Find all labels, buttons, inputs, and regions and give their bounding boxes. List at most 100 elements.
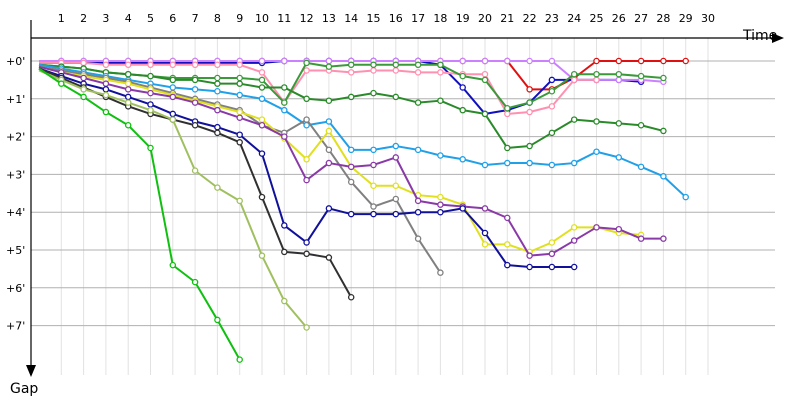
data-point bbox=[325, 159, 333, 167]
data-point bbox=[347, 163, 355, 171]
data-point bbox=[504, 57, 511, 65]
data-point bbox=[147, 106, 154, 114]
data-point bbox=[548, 161, 556, 169]
series-15 bbox=[38, 67, 243, 363]
data-point bbox=[526, 142, 533, 150]
series-line bbox=[38, 65, 642, 253]
data-point bbox=[102, 61, 110, 69]
grid bbox=[31, 38, 775, 375]
series-lines bbox=[38, 57, 689, 363]
data-point bbox=[504, 144, 511, 152]
data-point bbox=[281, 222, 288, 229]
data-point bbox=[325, 57, 333, 65]
data-point bbox=[347, 210, 355, 218]
data-point bbox=[481, 229, 489, 237]
data-point bbox=[214, 106, 221, 114]
data-point bbox=[481, 241, 489, 248]
data-point bbox=[370, 67, 377, 74]
data-point bbox=[437, 201, 444, 208]
data-point bbox=[615, 154, 623, 161]
x-tick-label: 14 bbox=[344, 12, 358, 25]
data-point bbox=[570, 116, 578, 123]
data-point bbox=[258, 84, 266, 91]
data-point bbox=[124, 80, 132, 87]
data-point bbox=[593, 70, 600, 78]
data-point bbox=[258, 95, 266, 103]
data-point bbox=[392, 61, 400, 69]
data-point bbox=[258, 150, 266, 157]
x-tick-label: 12 bbox=[300, 12, 314, 25]
data-point bbox=[191, 99, 199, 106]
data-point bbox=[347, 93, 355, 101]
data-point bbox=[392, 67, 400, 74]
data-point bbox=[570, 224, 578, 231]
data-point bbox=[660, 127, 667, 135]
y-axis-arrow-icon bbox=[26, 365, 36, 377]
data-point bbox=[437, 152, 444, 159]
data-point bbox=[548, 76, 556, 84]
data-point bbox=[548, 57, 556, 65]
data-point bbox=[548, 263, 556, 271]
data-point bbox=[370, 89, 377, 97]
data-point bbox=[593, 148, 600, 155]
data-point bbox=[236, 108, 243, 116]
data-point bbox=[481, 110, 489, 118]
x-axis-title: Time bbox=[742, 28, 777, 44]
data-point bbox=[214, 61, 221, 69]
x-tick-label: 3 bbox=[102, 12, 109, 25]
data-point bbox=[124, 86, 132, 93]
x-tick-label: 29 bbox=[679, 12, 693, 25]
data-point bbox=[124, 122, 132, 129]
data-point bbox=[437, 193, 444, 201]
data-point bbox=[370, 210, 377, 218]
data-point bbox=[347, 61, 355, 69]
data-point bbox=[504, 159, 511, 167]
data-point bbox=[236, 80, 243, 87]
data-point bbox=[593, 57, 600, 65]
data-point bbox=[459, 156, 466, 163]
data-point bbox=[214, 184, 221, 191]
x-tick-label: 2 bbox=[80, 12, 87, 25]
data-point bbox=[347, 178, 355, 186]
data-point bbox=[303, 116, 310, 123]
data-point bbox=[637, 57, 645, 65]
data-point bbox=[147, 72, 154, 80]
x-tick-label: 21 bbox=[500, 12, 514, 25]
data-point bbox=[191, 61, 199, 69]
data-point bbox=[214, 87, 221, 95]
data-point bbox=[124, 93, 132, 101]
data-point bbox=[325, 254, 333, 261]
data-point bbox=[191, 76, 199, 84]
data-point bbox=[102, 91, 110, 99]
data-point bbox=[526, 86, 533, 93]
data-point bbox=[392, 154, 400, 161]
data-point bbox=[281, 297, 288, 305]
data-point bbox=[615, 57, 623, 65]
data-point bbox=[637, 235, 645, 242]
data-point bbox=[481, 70, 489, 78]
data-point bbox=[570, 70, 578, 78]
x-tick-label: 4 bbox=[125, 12, 132, 25]
data-point bbox=[370, 61, 377, 69]
x-tick-label: 6 bbox=[169, 12, 176, 25]
data-point bbox=[169, 93, 177, 101]
data-point bbox=[214, 123, 221, 131]
data-point bbox=[548, 250, 556, 258]
data-point bbox=[615, 76, 623, 84]
data-point bbox=[526, 263, 533, 271]
data-point bbox=[392, 195, 400, 203]
data-point bbox=[214, 316, 221, 324]
series-14 bbox=[38, 69, 310, 331]
x-tick-label: 18 bbox=[433, 12, 447, 25]
data-point bbox=[504, 214, 511, 222]
data-point bbox=[169, 61, 177, 69]
data-point bbox=[459, 205, 466, 212]
data-point bbox=[347, 146, 355, 154]
data-point bbox=[526, 159, 533, 167]
x-tick-label: 26 bbox=[612, 12, 626, 25]
data-point bbox=[548, 239, 556, 246]
data-point bbox=[281, 106, 288, 114]
x-tick-label: 24 bbox=[567, 12, 581, 25]
data-point bbox=[637, 122, 645, 129]
